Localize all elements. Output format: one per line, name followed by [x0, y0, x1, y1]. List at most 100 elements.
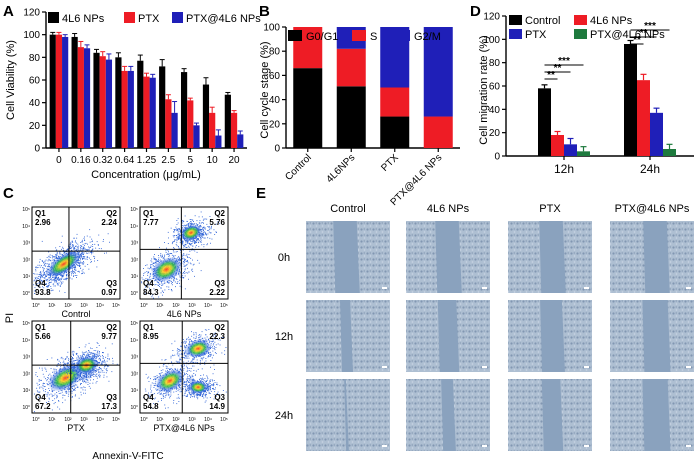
event-dot	[69, 247, 70, 248]
event-dot	[35, 269, 36, 270]
event-dot	[94, 354, 95, 355]
event-dot	[157, 285, 158, 286]
x-tick-label: 10¹	[48, 303, 56, 309]
event-dot	[185, 391, 186, 392]
event-dot	[166, 286, 167, 287]
bar	[50, 35, 56, 148]
event-dot	[82, 241, 83, 242]
event-dot	[55, 255, 56, 256]
event-dot	[200, 220, 201, 221]
event-dot	[76, 360, 77, 361]
event-dot	[56, 397, 57, 398]
event-dot	[63, 279, 64, 280]
event-dot	[174, 229, 175, 230]
quadrant-name: Q3	[106, 279, 117, 288]
event-dot	[169, 282, 170, 283]
event-dot	[168, 253, 169, 254]
event-dot	[176, 388, 177, 389]
event-dot	[187, 371, 188, 372]
event-dot	[203, 229, 204, 230]
event-dot	[33, 284, 34, 285]
event-dot	[56, 256, 57, 257]
x-tick-label: 24h	[640, 162, 660, 176]
bar	[100, 56, 106, 148]
event-dot	[189, 358, 190, 359]
event-dot	[73, 358, 74, 359]
event-dot	[83, 247, 84, 248]
event-dot	[77, 359, 78, 360]
y-tick-label: 10⁴	[22, 224, 30, 230]
event-dot	[183, 339, 184, 340]
event-dot	[145, 389, 146, 390]
event-dot	[187, 257, 188, 258]
event-dot	[191, 396, 192, 397]
event-dot	[183, 273, 184, 274]
event-dot	[159, 247, 160, 248]
event-dot	[57, 252, 58, 253]
quadrant-name: Q2	[214, 209, 225, 218]
event-dot	[43, 390, 44, 391]
event-dot	[59, 291, 60, 292]
event-dot	[48, 375, 49, 376]
event-dot	[72, 270, 73, 271]
event-dot	[164, 255, 165, 256]
event-dot	[76, 243, 77, 244]
event-dot	[68, 394, 69, 395]
event-dot	[190, 219, 191, 220]
plot-name: Control	[61, 309, 90, 319]
event-dot	[178, 256, 179, 257]
event-dot	[195, 215, 196, 216]
event-dot	[74, 238, 75, 239]
event-dot	[204, 231, 205, 232]
event-dot	[218, 344, 219, 345]
event-dot	[191, 219, 192, 220]
y-tick-label: 120	[23, 8, 40, 19]
y-tick-label: 60	[29, 76, 41, 87]
event-dot	[190, 263, 191, 264]
event-dot	[159, 373, 160, 374]
event-dot	[195, 241, 196, 242]
event-dot	[82, 249, 83, 250]
event-dot	[190, 376, 191, 377]
event-dot	[43, 270, 44, 271]
event-dot	[178, 229, 179, 230]
x-tick-label: 10⁵	[112, 417, 120, 423]
event-dot	[177, 281, 178, 282]
event-dot	[154, 387, 155, 388]
quadrant-value: 9.77	[101, 332, 117, 341]
event-dot	[83, 249, 84, 250]
x-tick-label: 4L6NPs	[324, 152, 357, 185]
event-dot	[176, 235, 177, 236]
event-dot	[92, 252, 93, 253]
event-dot	[72, 242, 73, 243]
event-dot	[216, 384, 217, 385]
event-dot	[44, 264, 45, 265]
event-dot	[74, 374, 75, 375]
event-dot	[147, 275, 148, 276]
event-dot	[184, 352, 185, 353]
event-dot	[187, 256, 188, 257]
event-dot	[55, 402, 56, 403]
event-dot	[72, 272, 73, 273]
event-dot	[84, 238, 85, 239]
y-tick-label: 10¹	[131, 274, 139, 280]
event-dot	[36, 388, 37, 389]
event-dot	[73, 367, 74, 368]
event-dot	[58, 284, 59, 285]
event-dot	[57, 360, 58, 361]
event-dot	[189, 243, 190, 244]
event-dot	[177, 350, 178, 351]
event-dot	[164, 242, 165, 243]
event-dot	[164, 256, 165, 257]
event-dot	[208, 386, 209, 387]
event-dot	[168, 254, 169, 255]
event-dot	[55, 394, 56, 395]
event-dot	[158, 259, 159, 260]
event-dot	[185, 216, 186, 217]
event-dot	[213, 384, 214, 385]
event-dot	[202, 235, 203, 236]
event-dot	[185, 245, 186, 246]
event-dot	[186, 254, 187, 255]
event-dot	[47, 263, 48, 264]
event-dot	[47, 379, 48, 380]
